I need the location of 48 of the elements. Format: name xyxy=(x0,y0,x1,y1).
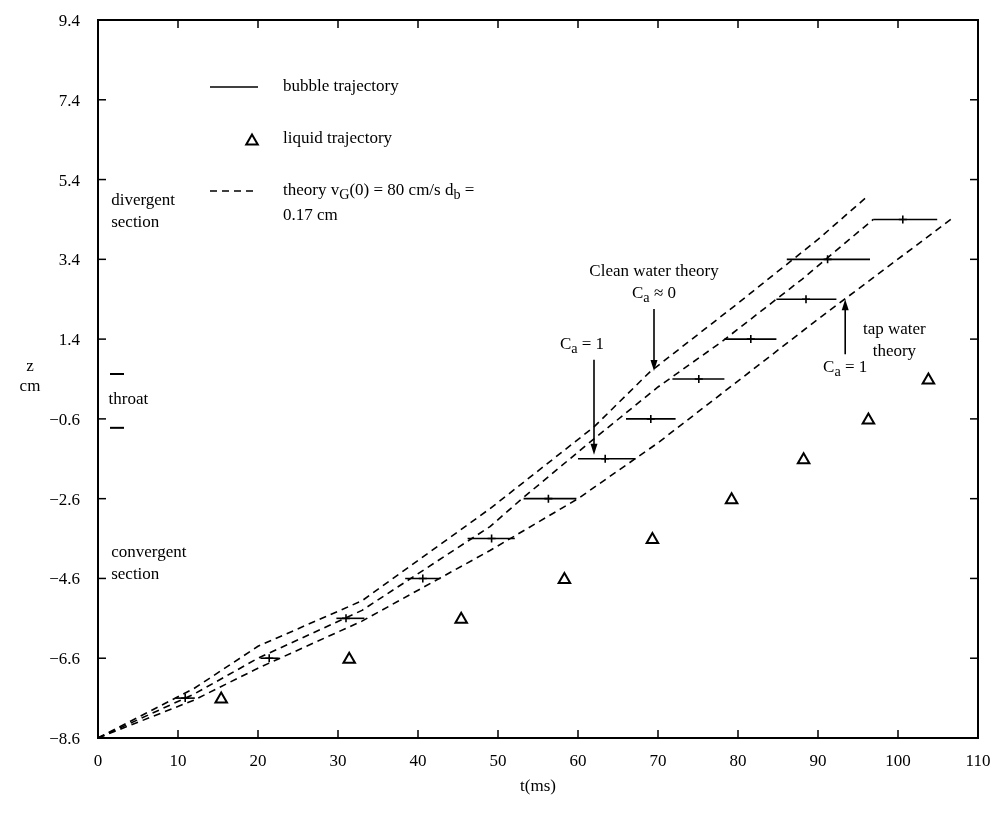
x-tick-label: 110 xyxy=(965,751,991,771)
y-tick-label: −0.6 xyxy=(49,409,80,429)
x-tick-label: 40 xyxy=(409,751,427,771)
point xyxy=(646,414,656,424)
y-tick-label: −4.6 xyxy=(49,569,80,589)
point xyxy=(213,690,229,704)
point xyxy=(556,570,572,584)
point xyxy=(920,371,936,385)
point xyxy=(644,531,660,545)
point xyxy=(801,294,811,305)
annotation: C$_{a}$ = 1 xyxy=(558,333,606,358)
y-tick-label: 3.4 xyxy=(58,250,81,270)
x-tick-label: 50 xyxy=(489,751,507,771)
x-tick-label: 10 xyxy=(169,751,187,771)
x-axis-title: t(ms) xyxy=(520,776,556,795)
legend-label: liquid trajectory xyxy=(283,127,394,149)
annotation: divergent section xyxy=(111,188,177,233)
point xyxy=(264,653,274,664)
point xyxy=(860,411,876,425)
x-tick-label: 20 xyxy=(249,751,267,771)
x-tick-label: 80 xyxy=(729,751,747,771)
y-axis-title: z cm xyxy=(19,356,41,395)
point xyxy=(746,334,756,344)
legend-label: bubble trajectory xyxy=(283,75,400,97)
point xyxy=(180,693,190,703)
point xyxy=(796,451,812,465)
point xyxy=(600,453,610,464)
point xyxy=(694,374,704,384)
y-tick-label: −8.6 xyxy=(49,729,80,749)
x-tick-label: 70 xyxy=(649,751,667,771)
annotation: convergent section xyxy=(111,540,188,585)
x-tick-label: 100 xyxy=(885,751,911,771)
annotation: throat xyxy=(108,388,150,411)
y-tick-label: −2.6 xyxy=(49,489,80,509)
x-tick-label: 0 xyxy=(93,751,103,771)
annotation: Clean water theory C$_{a}$ ≈ 0 xyxy=(588,260,720,308)
x-tick-label: 30 xyxy=(329,751,347,771)
y-tick-label: 1.4 xyxy=(58,330,81,350)
point xyxy=(724,491,740,505)
y-tick-label: 7.4 xyxy=(58,90,81,110)
point xyxy=(453,610,469,624)
point xyxy=(341,650,357,664)
y-tick-label: −6.6 xyxy=(49,649,80,669)
y-tick-label: 5.4 xyxy=(58,170,81,190)
text: theory v$_{G}$(0) = 80 cm/s d$_{b}$ = 0.17 cm xyxy=(283,180,475,224)
x-tick-label: 60 xyxy=(569,751,587,771)
x-tick-label: 90 xyxy=(809,751,827,771)
y-tick-label: 9.4 xyxy=(58,11,81,31)
